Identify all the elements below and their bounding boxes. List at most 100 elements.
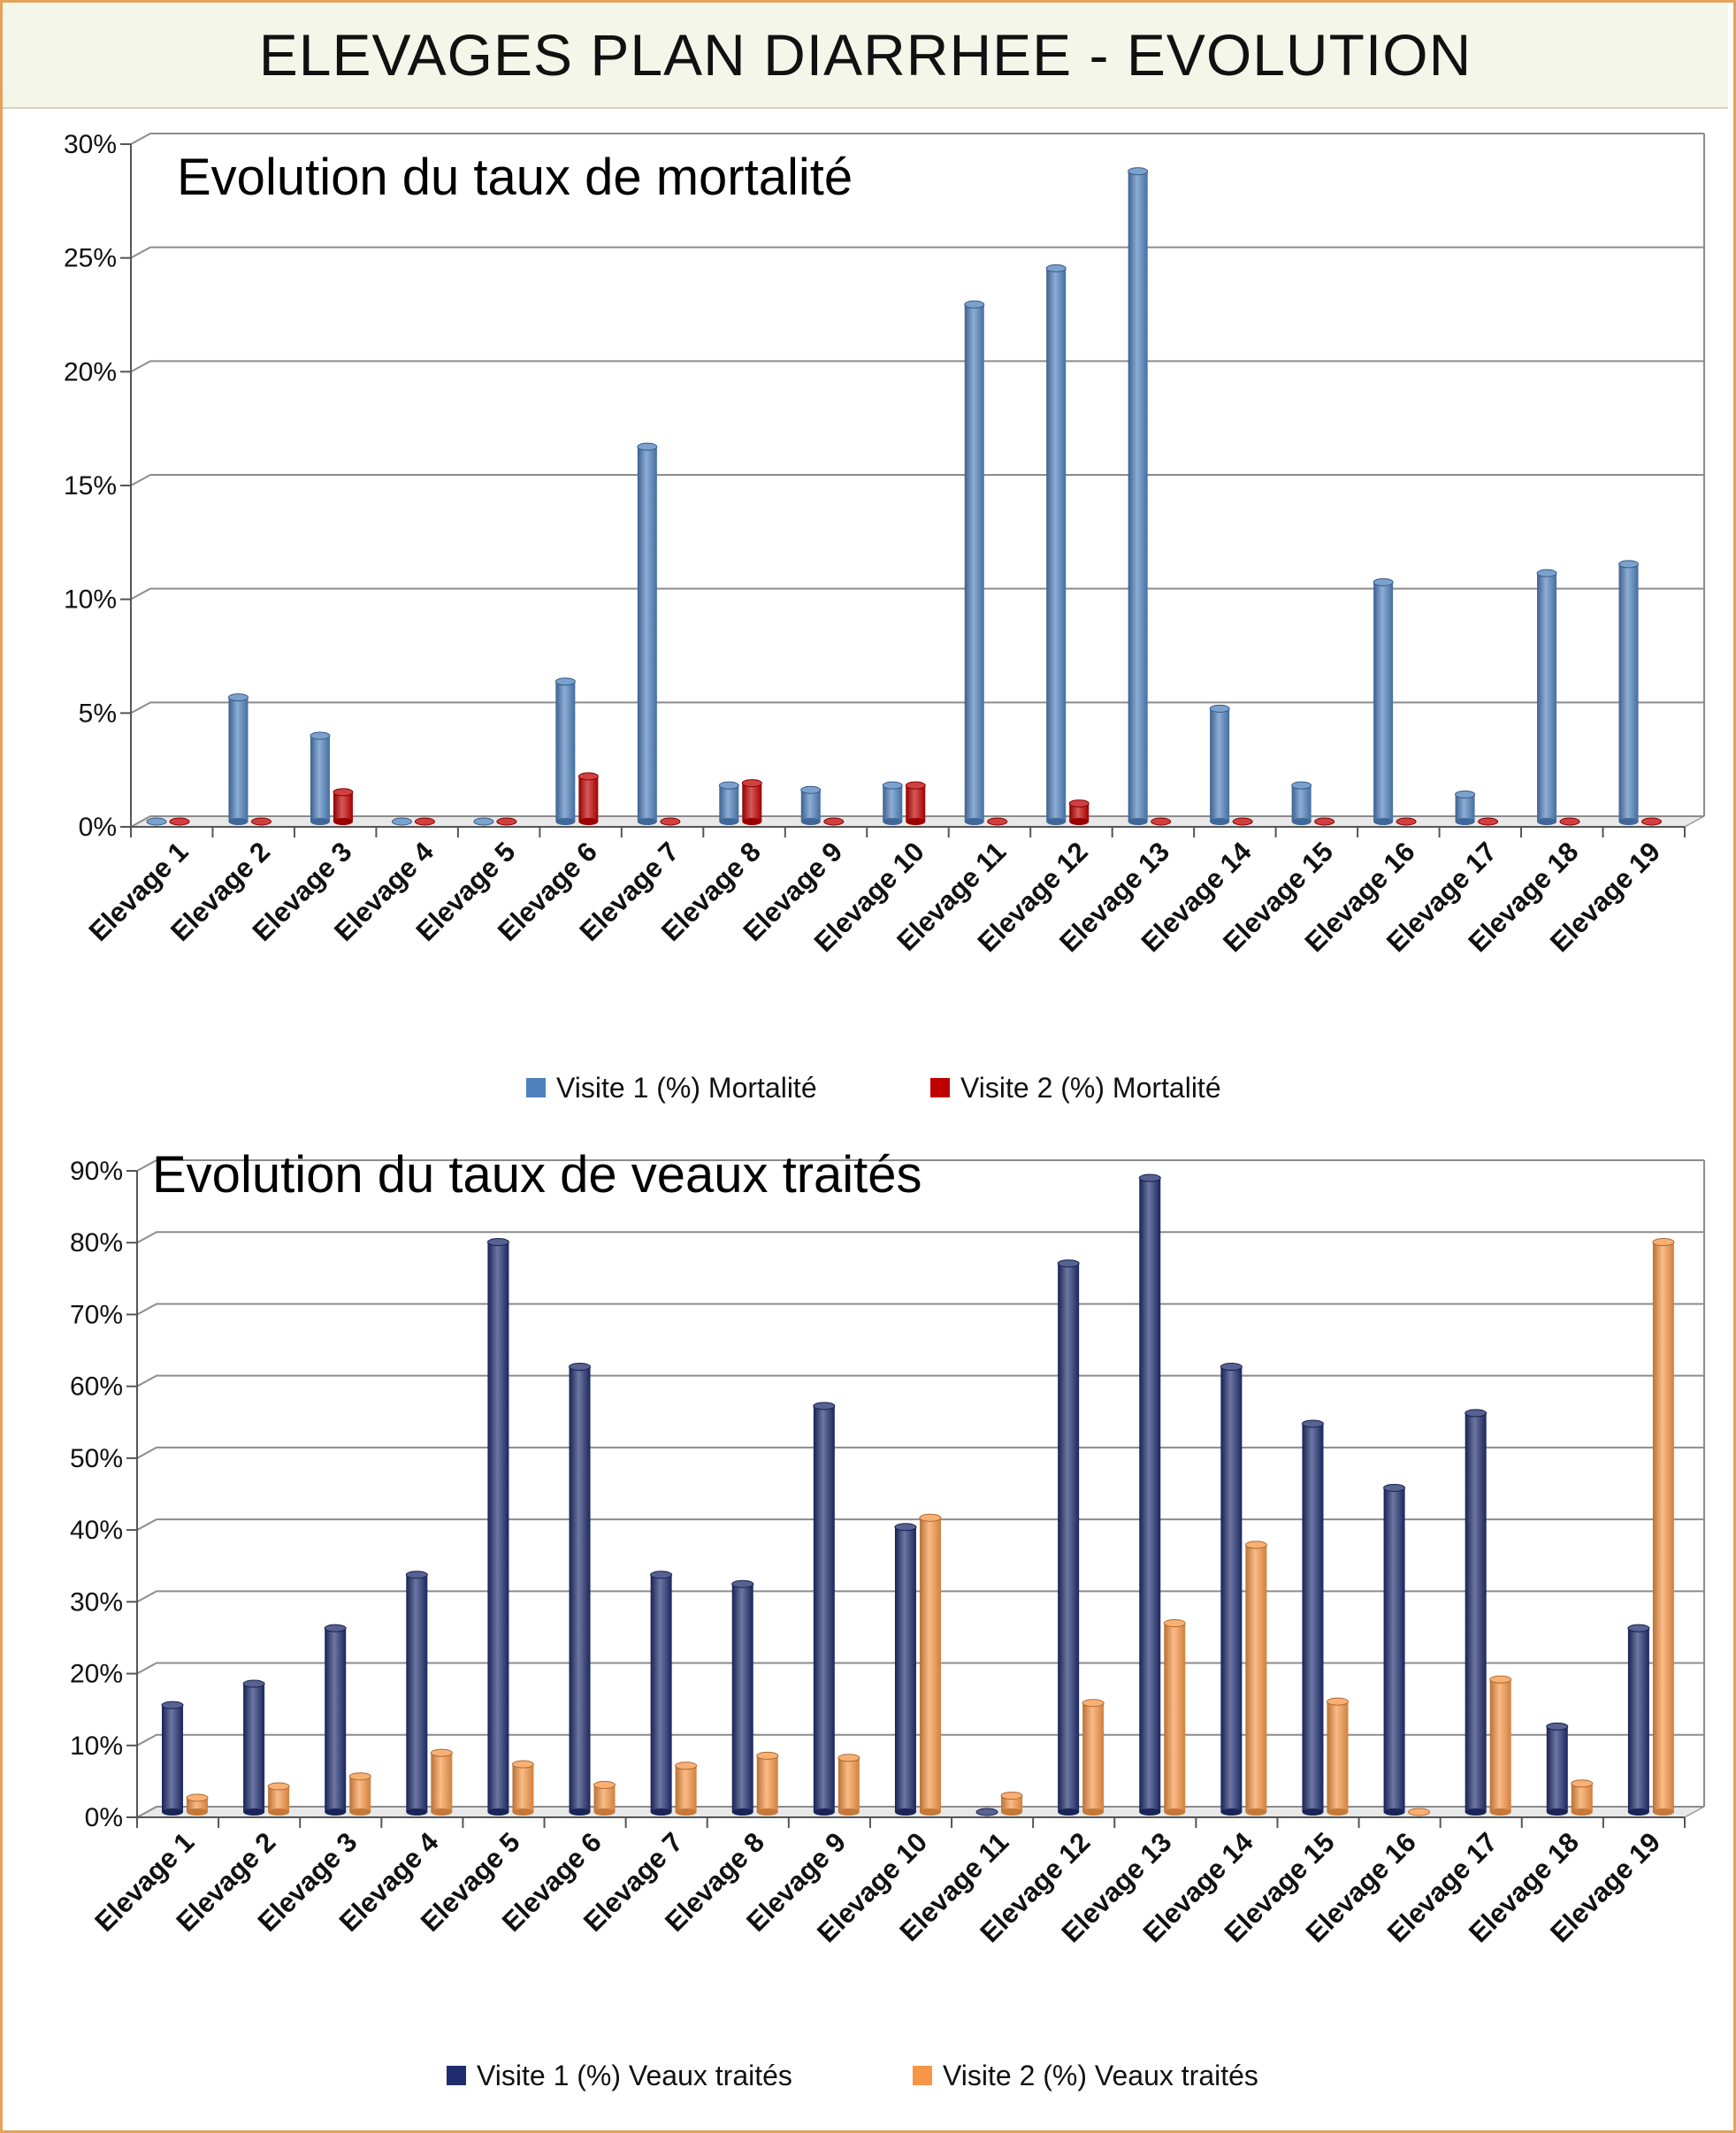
bar-visit2 xyxy=(169,817,190,826)
bar-visit2 xyxy=(414,817,435,826)
y-tick-label: 0% xyxy=(79,813,117,842)
treated-calves-chart: 0%10%20%30%40%50%60%70%80%90%Elevage 1El… xyxy=(70,1146,1705,2091)
bar-visit1 xyxy=(1383,1483,1406,1816)
gridline xyxy=(130,701,1704,715)
bar-visit2 xyxy=(1396,817,1417,826)
bar-visit2 xyxy=(1082,1699,1105,1816)
bar-visit2 xyxy=(919,1513,942,1816)
gridline xyxy=(130,360,1704,373)
bar-visit2 xyxy=(905,781,926,825)
legend-label: Visite 2 (%) Veaux traités xyxy=(943,2060,1258,2091)
bar-visit1 xyxy=(1373,577,1394,825)
bar-visit1 xyxy=(1546,1722,1569,1816)
bar-visit2 xyxy=(1641,817,1663,826)
bar-visit1 xyxy=(975,1808,998,1816)
bar-visit2 xyxy=(348,1772,371,1816)
bar-visit2 xyxy=(250,817,271,826)
bar-visit2 xyxy=(1326,1697,1349,1816)
bar-visit2 xyxy=(837,1754,860,1816)
legend-swatch xyxy=(913,2066,932,2085)
gridline xyxy=(136,1590,1704,1603)
gridline xyxy=(130,474,1704,486)
bar-visit1 xyxy=(324,1624,347,1816)
legend-swatch xyxy=(930,1078,950,1097)
y-tick-label: 15% xyxy=(64,471,117,501)
legend-label: Visite 1 (%) Mortalité xyxy=(556,1072,817,1104)
bar-visit1 xyxy=(894,1523,917,1816)
bar-visit2 xyxy=(1478,817,1499,826)
gridline xyxy=(136,1303,1704,1316)
gridline xyxy=(130,133,1704,145)
bar-visit1 xyxy=(227,693,249,825)
y-tick-label: 20% xyxy=(70,1660,123,1689)
bar-visit1 xyxy=(405,1571,428,1816)
gridline xyxy=(130,246,1704,259)
bar-visit2 xyxy=(1068,799,1090,825)
gridline xyxy=(136,1159,1704,1172)
bar-visit1 xyxy=(554,677,576,825)
bar-visit2 xyxy=(1151,817,1172,826)
bar-visit1 xyxy=(146,817,167,826)
bar-visit2 xyxy=(577,772,599,825)
bar-visit2 xyxy=(1559,817,1580,826)
bar-visit2 xyxy=(823,817,845,826)
page-title: ELEVAGES PLAN DIARRHEE - EVOLUTION xyxy=(258,22,1472,88)
bar-visit1 xyxy=(1209,704,1230,825)
bar-visit1 xyxy=(650,1571,673,1816)
y-tick-label: 20% xyxy=(64,357,117,386)
bar-visit2 xyxy=(267,1782,290,1816)
bar-visit1 xyxy=(569,1363,592,1816)
bar-visit1 xyxy=(1045,264,1067,825)
bar-visit1 xyxy=(731,1579,754,1816)
bar-visit1 xyxy=(964,300,985,825)
bar-visit2 xyxy=(1571,1779,1594,1816)
bar-visit1 xyxy=(1291,781,1312,825)
gridline xyxy=(136,1806,1704,1818)
legend-swatch xyxy=(526,1078,546,1097)
y-tick-label: 70% xyxy=(70,1300,123,1329)
bar-visit2 xyxy=(1489,1675,1512,1816)
bar-visit2 xyxy=(186,1793,209,1816)
y-tick-label: 5% xyxy=(79,699,117,728)
bar-visit2 xyxy=(1652,1238,1675,1816)
bar-visit2 xyxy=(660,817,681,826)
bar-visit1 xyxy=(242,1679,265,1816)
bar-visit1 xyxy=(1301,1419,1324,1816)
y-tick-label: 30% xyxy=(64,130,117,159)
bar-visit2 xyxy=(1408,1808,1431,1816)
gridline xyxy=(130,587,1704,600)
y-tick-label: 10% xyxy=(70,1732,123,1761)
bar-visit2 xyxy=(1244,1540,1267,1816)
chart-title: Evolution du taux de veaux traités xyxy=(152,1146,922,1204)
bar-visit1 xyxy=(1536,569,1557,825)
bar-visit1 xyxy=(1057,1259,1080,1816)
bar-visit2 xyxy=(1314,817,1335,826)
bar-visit1 xyxy=(161,1701,184,1816)
y-tick-label: 90% xyxy=(70,1157,123,1186)
gridline xyxy=(136,1733,1704,1747)
gridline xyxy=(136,1662,1704,1675)
gridline xyxy=(136,1231,1704,1244)
y-tick-label: 30% xyxy=(70,1587,123,1617)
bar-visit1 xyxy=(1128,167,1149,825)
bar-visit2 xyxy=(333,788,354,825)
bar-visit1 xyxy=(1465,1409,1487,1816)
bar-visit1 xyxy=(1618,560,1640,825)
y-tick-label: 60% xyxy=(70,1372,123,1402)
bar-visit1 xyxy=(310,731,331,825)
header-banner: ELEVAGES PLAN DIARRHEE - EVOLUTION xyxy=(3,3,1728,109)
y-tick-label: 25% xyxy=(64,244,117,273)
gridline xyxy=(136,1446,1704,1459)
y-tick-label: 0% xyxy=(85,1803,123,1832)
chart-title: Evolution du taux de mortalité xyxy=(177,149,853,206)
bar-visit2 xyxy=(1232,817,1253,826)
y-tick-label: 50% xyxy=(70,1444,123,1473)
bar-visit2 xyxy=(593,1780,616,1816)
plot-area xyxy=(131,134,1704,827)
bar-visit1 xyxy=(473,817,494,826)
bar-visit2 xyxy=(1000,1791,1023,1816)
bar-visit1 xyxy=(1455,790,1476,825)
bar-visit2 xyxy=(511,1760,534,1816)
bar-visit1 xyxy=(486,1238,509,1816)
